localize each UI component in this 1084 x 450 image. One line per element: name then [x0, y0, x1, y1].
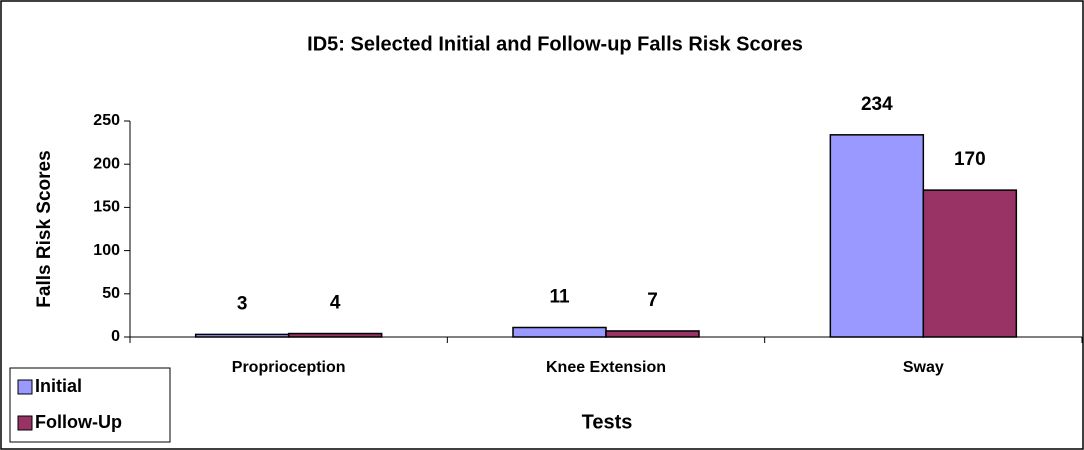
- x-tick-label: Knee Extension: [546, 359, 666, 376]
- legend: [9, 367, 171, 443]
- y-tick-label: 250: [93, 112, 120, 129]
- y-tick-label: 100: [93, 242, 120, 259]
- x-tick-label: Proprioception: [232, 359, 346, 376]
- data-label: 170: [954, 149, 986, 170]
- data-label: 234: [861, 94, 893, 115]
- x-tick-label: Sway: [903, 359, 944, 376]
- legend-label: Initial: [35, 376, 82, 396]
- y-tick-label: 200: [93, 155, 120, 172]
- legend-label: Follow-Up: [35, 412, 122, 432]
- bar: [829, 134, 925, 338]
- y-tick-label: 150: [93, 199, 120, 216]
- legend-swatch: [17, 379, 33, 395]
- legend-swatch: [17, 415, 33, 431]
- y-tick-label: 0: [111, 328, 120, 345]
- data-label: 3: [237, 293, 248, 314]
- bar: [287, 332, 383, 338]
- x-axis-label: Tests: [582, 411, 633, 433]
- bar: [605, 330, 700, 338]
- bar: [922, 189, 1018, 338]
- data-label: 7: [647, 290, 658, 311]
- data-label: 11: [549, 287, 570, 308]
- bar: [512, 326, 607, 338]
- chart-title: ID5: Selected Initial and Follow-up Fall…: [307, 33, 803, 55]
- y-axis-label: Falls Risk Scores: [34, 150, 55, 307]
- y-tick-label: 50: [102, 285, 120, 302]
- data-label: 4: [330, 293, 341, 314]
- bar: [194, 333, 290, 338]
